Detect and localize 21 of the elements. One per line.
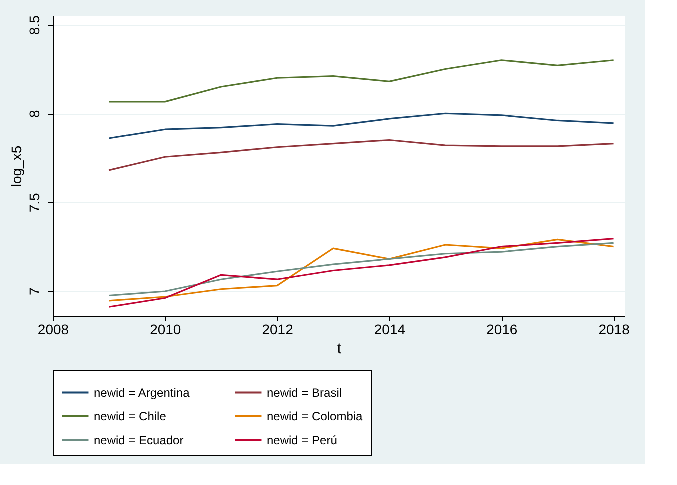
y-tick-label: 7: [26, 288, 42, 296]
line-series: [108, 139, 615, 172]
x-tick-label: 2014: [374, 322, 406, 338]
legend-label: newid = Chile: [94, 410, 167, 424]
x-tick-label: 2008: [38, 322, 70, 338]
legend-label: newid = Brasil: [267, 386, 342, 400]
legend-label: newid = Perú: [267, 434, 338, 448]
y-axis-title: log_x5: [8, 146, 24, 188]
y-tick-label: 8.5: [26, 15, 42, 36]
legend-label: newid = Ecuador: [94, 434, 184, 448]
x-tick-label: 2018: [598, 322, 630, 338]
x-tick-label: 2010: [150, 322, 182, 338]
y-tick-label: 8: [26, 110, 42, 118]
line-series: [108, 112, 615, 140]
line-series: [108, 60, 615, 103]
legend-label: newid = Colombia: [267, 410, 364, 424]
x-tick-label: 2012: [262, 322, 294, 338]
y-tick-label: 7.5: [26, 192, 42, 213]
x-tick-label: 2016: [486, 322, 518, 338]
x-axis-title: t: [337, 340, 342, 358]
legend-label: newid = Argentina: [94, 386, 190, 400]
